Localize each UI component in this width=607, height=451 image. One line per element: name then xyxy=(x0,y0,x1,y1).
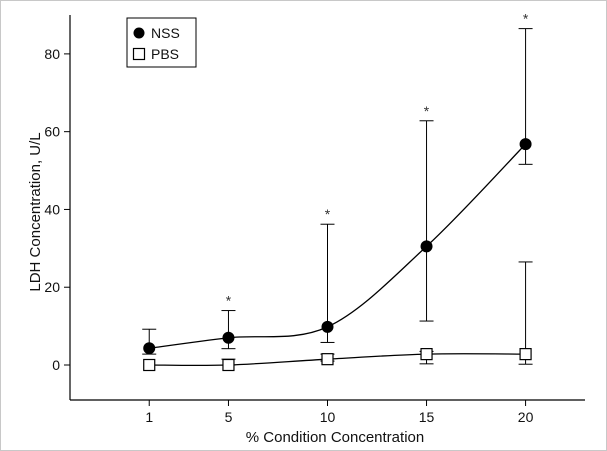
y-tick-label: 80 xyxy=(44,46,60,62)
pbs-point xyxy=(222,358,235,372)
y-axis-ticks: 0 20 40 60 80 xyxy=(44,46,70,373)
y-tick-label: 20 xyxy=(44,279,60,295)
nss-point xyxy=(420,240,433,253)
pbs-error-bar xyxy=(518,261,533,365)
x-axis-label: % Condition Concentration xyxy=(246,429,424,446)
pbs-point xyxy=(143,358,156,372)
pbs-point xyxy=(519,348,532,361)
pbs-line xyxy=(149,353,526,367)
significance-marker: * xyxy=(424,103,430,119)
legend-item-pbs: PBS xyxy=(132,46,179,62)
nss-point xyxy=(143,342,156,355)
nss-point xyxy=(519,138,532,151)
nss-point xyxy=(222,331,235,344)
significance-marker: * xyxy=(325,206,331,222)
x-tick-label: 5 xyxy=(225,409,233,425)
y-axis-label: LDH Concentration, U/L xyxy=(27,132,44,291)
series-layer: * * * * xyxy=(142,11,533,372)
nss-line xyxy=(149,143,527,349)
x-tick-label: 15 xyxy=(419,409,435,425)
significance-marker: * xyxy=(226,293,232,309)
y-tick-label: 60 xyxy=(44,124,60,140)
legend-label-pbs: PBS xyxy=(151,46,179,62)
x-tick-label: 1 xyxy=(145,409,153,425)
pbs-point xyxy=(321,353,334,366)
nss-point xyxy=(321,320,334,333)
legend-marker-pbs xyxy=(132,47,146,61)
y-tick-label: 40 xyxy=(44,201,60,217)
x-axis-ticks: 1 5 10 15 20 xyxy=(145,400,534,425)
legend-marker-nss xyxy=(133,27,145,39)
x-tick-label: 20 xyxy=(518,409,534,425)
x-tick-label: 10 xyxy=(320,409,336,425)
legend-item-nss: NSS xyxy=(133,25,180,41)
nss-series: * * * * xyxy=(142,11,533,355)
legend: NSS PBS xyxy=(126,17,197,68)
significance-marker: * xyxy=(523,11,529,27)
pbs-series xyxy=(143,261,533,372)
pbs-point xyxy=(420,348,433,361)
nss-error-bar: * xyxy=(419,103,434,322)
y-tick-label: 0 xyxy=(52,357,60,373)
legend-label-nss: NSS xyxy=(151,25,180,41)
